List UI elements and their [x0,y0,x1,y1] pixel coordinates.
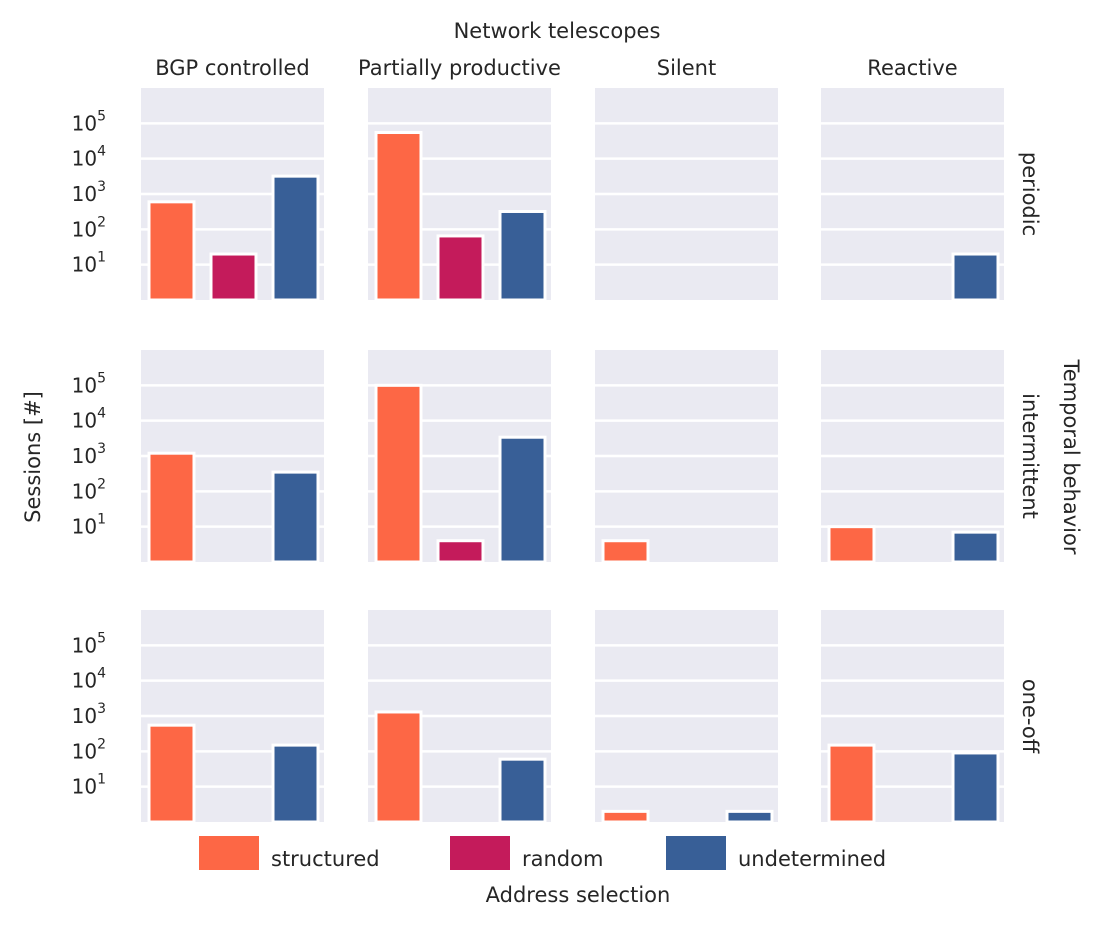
bar-undetermined [271,743,320,824]
row-title-periodic: periodic [1018,152,1042,236]
y-tick-label: 102 [72,214,106,241]
bar-structured [374,710,423,824]
legend-swatch-random [450,836,510,870]
y-tick-label: 103 [72,441,106,468]
legend-label-random: random [522,847,603,871]
bar-undetermined [498,209,547,302]
y-tick-label: 104 [72,666,106,693]
column-title-bgp-controlled: BGP controlled [155,56,310,80]
bar-undetermined [951,252,1000,302]
y-tick-label: 105 [72,108,106,135]
bar-undetermined [271,470,320,564]
row-title-one-off: one-off [1018,679,1042,754]
column-title-partially-productive: Partially productive [358,56,561,80]
bar-structured [374,131,423,302]
bar-structured [601,539,650,564]
row-axis-label: Temporal behavior [1059,359,1083,555]
bar-undetermined [725,809,774,824]
column-title-reactive: Reactive [867,56,957,80]
y-tick-label: 105 [72,630,106,657]
column-title-silent: Silent [657,56,716,80]
y-tick-label: 101 [72,250,106,277]
legend-swatch-undetermined [666,836,726,870]
bar-structured [827,525,876,564]
y-tick-label: 104 [72,406,106,433]
bar-structured [147,200,196,302]
bar-structured [147,451,196,564]
bar-random [436,234,485,302]
y-axis-label: Sessions [#] [21,391,45,523]
bar-random [436,539,485,564]
legend-label-structured: structured [271,847,380,871]
y-tick-label: 103 [72,701,106,728]
y-tick-label: 101 [72,772,106,799]
panels: BGP controlled Partially productive Silent… [72,56,1042,824]
y-tick-label: 105 [72,370,106,397]
bar-undetermined [951,530,1000,564]
bar-structured [827,743,876,824]
x-axis-label: Address selection [486,883,671,907]
legend-label-undetermined: undetermined [738,847,886,871]
y-tick-label: 103 [72,179,106,206]
row-title-intermittent: intermittent [1018,393,1042,519]
bar-structured [601,809,650,824]
bar-undetermined [951,751,1000,824]
bar-structured [374,383,423,564]
y-tick-label: 104 [72,144,106,171]
y-tick-label: 102 [72,736,106,763]
y-tick-label: 102 [72,476,106,503]
bar-undetermined [271,174,320,302]
chart-title: Network telescopes [454,19,661,43]
legend: structured random undetermined [199,836,886,871]
bar-structured [147,723,196,824]
bar-undetermined [498,757,547,824]
legend-swatch-structured [199,836,259,870]
bar-undetermined [498,435,547,564]
bar-random [209,252,258,302]
y-tick-label: 101 [72,512,106,539]
